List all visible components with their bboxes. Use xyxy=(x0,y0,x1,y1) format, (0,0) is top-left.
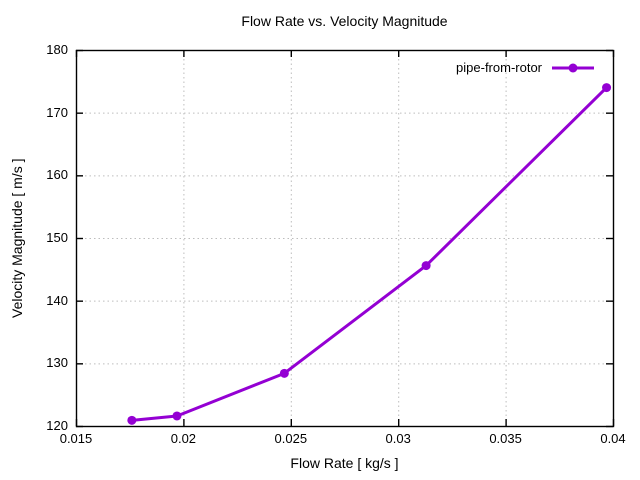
x-tick-label: 0.025 xyxy=(274,431,308,446)
chart-title: Flow Rate vs. Velocity Magnitude xyxy=(241,13,448,29)
x-axis-label: Flow Rate [ kg/s ] xyxy=(290,455,399,471)
data-point-marker xyxy=(421,261,431,271)
data-point-marker xyxy=(127,415,137,425)
x-tick-label: 0.03 xyxy=(385,431,411,446)
data-point-marker xyxy=(279,368,289,378)
legend-series-label: pipe-from-rotor xyxy=(456,60,542,75)
legend: pipe-from-rotor xyxy=(456,59,595,76)
y-tick-label: 150 xyxy=(46,230,68,245)
y-tick-label: 160 xyxy=(46,167,68,183)
y-tick-label: 130 xyxy=(46,355,68,371)
x-tick-label: 0.02 xyxy=(170,431,197,446)
series-line xyxy=(130,86,609,422)
y-tick-label: 140 xyxy=(46,292,68,308)
y-tick-label: 120 xyxy=(46,418,68,433)
data-point-marker xyxy=(602,83,612,93)
grid-lines xyxy=(76,50,613,426)
series-pipe-from-rotor xyxy=(127,83,612,425)
y-tick-label: 180 xyxy=(46,42,68,57)
y-tick-label: 170 xyxy=(46,104,68,120)
legend-line-sample-icon xyxy=(552,63,594,72)
x-tick-label: 0.035 xyxy=(489,431,522,446)
axis-ticks xyxy=(75,49,615,428)
x-tick-label: 0.04 xyxy=(600,431,626,446)
data-point-marker xyxy=(172,411,182,421)
x-tick-label: 0.015 xyxy=(59,431,93,446)
